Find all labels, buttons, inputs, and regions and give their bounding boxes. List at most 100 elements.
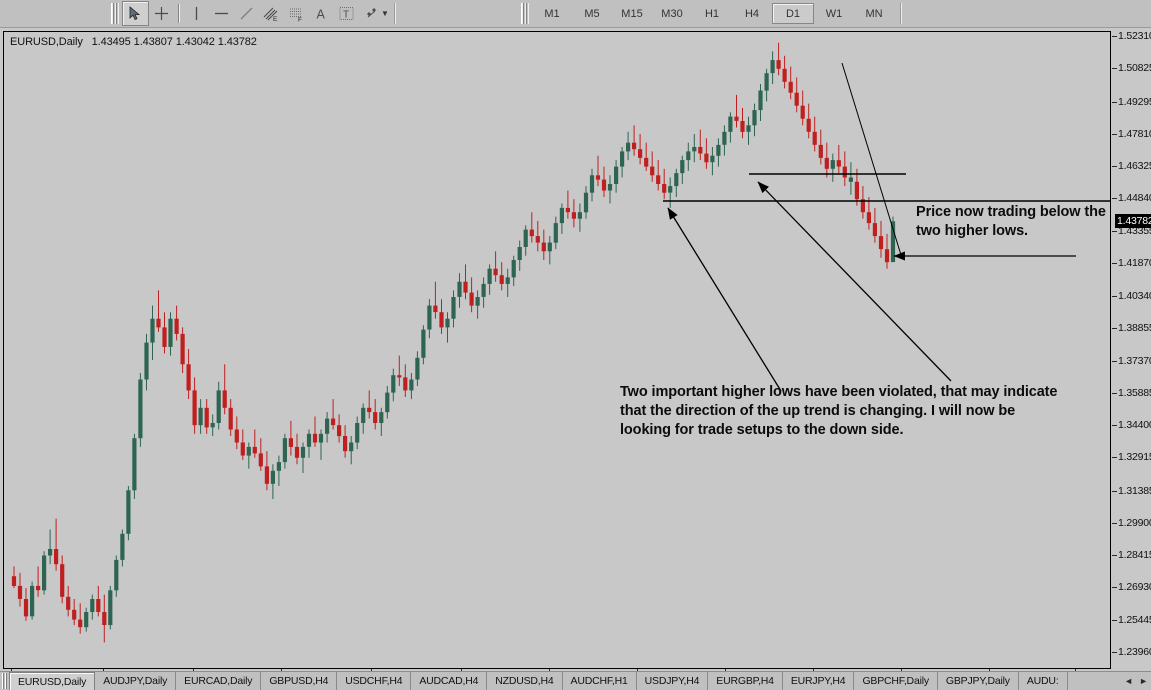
price-axis-label: 1.46325 [1118,160,1151,173]
equidistant-channel-tool[interactable]: E [259,2,284,25]
cursor-tool[interactable] [122,1,149,26]
main-toolbar: E F A T [0,0,1151,28]
date-axis-tick [461,669,462,672]
arrow[interactable] [757,181,952,382]
chart-tab-usdchf-h4[interactable]: USDCHF,H4 [337,672,412,690]
timeframe-m30[interactable]: M30 [661,7,683,20]
timeframe-separator-end [900,3,902,24]
timeframe-m15[interactable]: M15 [621,7,643,20]
chart-tab-gbpjpy-daily[interactable]: GBPJPY,Daily [938,672,1019,690]
date-axis-tick [11,669,12,672]
crosshair-tool[interactable] [149,2,174,25]
price-axis-tick [1112,101,1117,103]
chart-tab-eurgbp-h4[interactable]: EURGBP,H4 [708,672,783,690]
price-axis-label: 1.25445 [1118,613,1151,626]
chart-ohlc-header: EURUSD,Daily 1.43495 1.43807 1.43042 1.4… [10,36,257,48]
price-axis[interactable]: 1.52310 1.50825 1.49295 1.47810 1.46325 1.448… [1112,30,1151,669]
price-axis-label: 1.35885 [1118,386,1151,399]
timeframe-d1[interactable]: D1 [772,3,814,24]
toolbar-separator [178,4,180,23]
objects-tool[interactable] [359,2,384,25]
arrow[interactable] [667,207,782,392]
chart-close: 1.43782 [217,36,257,48]
chart-tab-audchf-h1[interactable]: AUDCHF,H1 [563,672,637,690]
price-axis-tick [1112,36,1117,37]
chart-canvas[interactable]: EURUSD,Daily 1.43495 1.43807 1.43042 1.4… [3,31,1111,669]
price-axis-tick [1112,68,1117,70]
chart-tab-eurusd-daily[interactable]: EURUSD,Daily [9,672,96,690]
chart-tab-eurcad-daily[interactable]: EURCAD,Daily [176,672,262,690]
price-axis-tick [1112,328,1117,330]
price-axis-tick [1112,392,1117,394]
timeframe-grip[interactable] [521,3,529,24]
date-axis-tick [901,669,902,672]
date-axis-tick [549,669,550,672]
price-axis-tick [1112,587,1117,589]
price-axis-tick [1112,360,1117,362]
price-axis-tick [1112,262,1117,264]
chart-area[interactable]: EURUSD,Daily 1.43495 1.43807 1.43042 1.4… [0,28,1151,684]
trendline[interactable] [841,62,902,256]
price-axis-tick [1112,619,1117,621]
chart-low: 1.43042 [175,36,215,48]
price-axis-label: 1.49295 [1118,95,1151,108]
chart-tab-gbpusd-h4[interactable]: GBPUSD,H4 [261,672,338,690]
timeframe-mn[interactable]: MN [865,7,883,20]
date-axis-tick [989,669,990,672]
svg-text:T: T [343,10,349,21]
date-axis-tick [103,669,104,672]
chart-tab-usdjpy-h4[interactable]: USDJPY,H4 [637,672,709,690]
price-axis-tick [1112,198,1117,200]
chart-tab-audu-[interactable]: AUDU: [1019,672,1068,690]
toolbar-separator-end [393,3,396,24]
tabbar-grip[interactable] [2,673,7,689]
price-axis-tick [1112,425,1117,427]
date-axis-tick [193,669,194,672]
price-axis-label: 1.41870 [1118,256,1151,269]
timeframe-h1[interactable]: H1 [704,7,720,20]
fibonacci-retracement-tool[interactable]: F [284,2,309,25]
price-axis-label: 1.31385 [1118,484,1151,497]
price-axis-tick [1112,652,1117,653]
svg-text:A: A [317,8,326,22]
timeframe-h4[interactable]: H4 [744,7,760,20]
chart-tab-bar[interactable]: EURUSD,Daily AUDJPY,Daily EURCAD,Daily GBPU… [0,671,1151,690]
timeframe-m1[interactable]: M1 [544,7,560,20]
tab-scroll-right-icon[interactable]: ► [1139,676,1148,686]
date-axis-tick [637,669,638,672]
chart-tab-gbpchf-daily[interactable]: GBPCHF,Daily [854,672,938,690]
chart-tab-eurjpy-h4[interactable]: EURJPY,H4 [783,672,855,690]
chart-tab-audcad-h4[interactable]: AUDCAD,H4 [411,672,488,690]
date-axis-tick [281,669,282,672]
horizontal-line-tool[interactable] [209,2,234,25]
timeframe-w1[interactable]: W1 [825,7,843,20]
price-axis-tick [1112,555,1117,557]
vertical-line-tool[interactable] [184,2,209,25]
toolbar-grip[interactable] [111,3,119,24]
chart-tab-audjpy-daily[interactable]: AUDJPY,Daily [95,672,177,690]
chart-tab-nzdusd-h4[interactable]: NZDUSD,H4 [487,672,563,690]
date-axis-tick [813,669,814,672]
price-axis-label: 1.29900 [1118,516,1151,529]
candlestick-plot [11,42,1110,643]
objects-dropdown-arrow[interactable]: ▼ [381,9,389,18]
tab-scroll-left-icon[interactable]: ◄ [1124,676,1134,686]
price-axis-label: 1.50825 [1118,62,1151,75]
chart-symbol-period: EURUSD,Daily [10,36,83,48]
price-axis-tick [1112,457,1117,459]
timeframe-m5[interactable]: M5 [584,7,600,20]
price-axis-label: 1.34400 [1118,419,1151,432]
text-label-tool[interactable]: T [334,2,359,25]
tab-scroll-controls[interactable]: ◄ ► [1121,672,1151,690]
timeframe-group: M1 M5 M15 M30 H1 H4 D1 W1 MN [518,1,907,26]
svg-text:F: F [298,16,302,22]
annotation-price-note: Price now trading below the two higher l… [916,204,1106,239]
text-tool[interactable]: A [309,2,334,25]
price-axis-label: 1.32915 [1118,451,1151,464]
trendline-tool[interactable] [234,2,259,25]
price-axis-label: 1.38855 [1118,322,1151,335]
price-axis-label: 1.37370 [1118,354,1151,367]
current-price-label: 1.43782 [1115,214,1151,229]
chart-open: 1.43495 [91,36,131,48]
price-axis-tick [1112,166,1117,168]
